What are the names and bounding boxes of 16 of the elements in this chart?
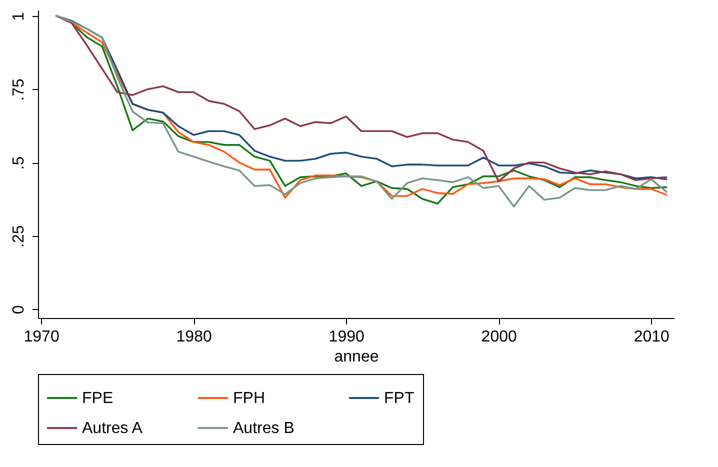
x-tick-label: 1980 [176,328,212,346]
y-tick-label: 1 [10,12,28,21]
legend-label: FPH [233,390,265,407]
y-tick-label: 0 [10,305,28,314]
y-tick-label: .75 [10,78,28,101]
y-tick-label: .25 [10,225,28,248]
x-axis-title: annee [334,348,379,366]
x-tick-label: 2000 [481,328,518,346]
x-tick-label: 1990 [328,328,364,346]
legend-label: Autres B [233,420,294,437]
y-tick-label: .5 [10,156,28,170]
x-tick-label: 1970 [24,328,60,346]
legend-label: FPE [82,390,114,407]
x-tick-label: 2010 [634,328,670,346]
legend-label: FPT [384,390,414,407]
legend-label: Autres A [82,420,143,437]
